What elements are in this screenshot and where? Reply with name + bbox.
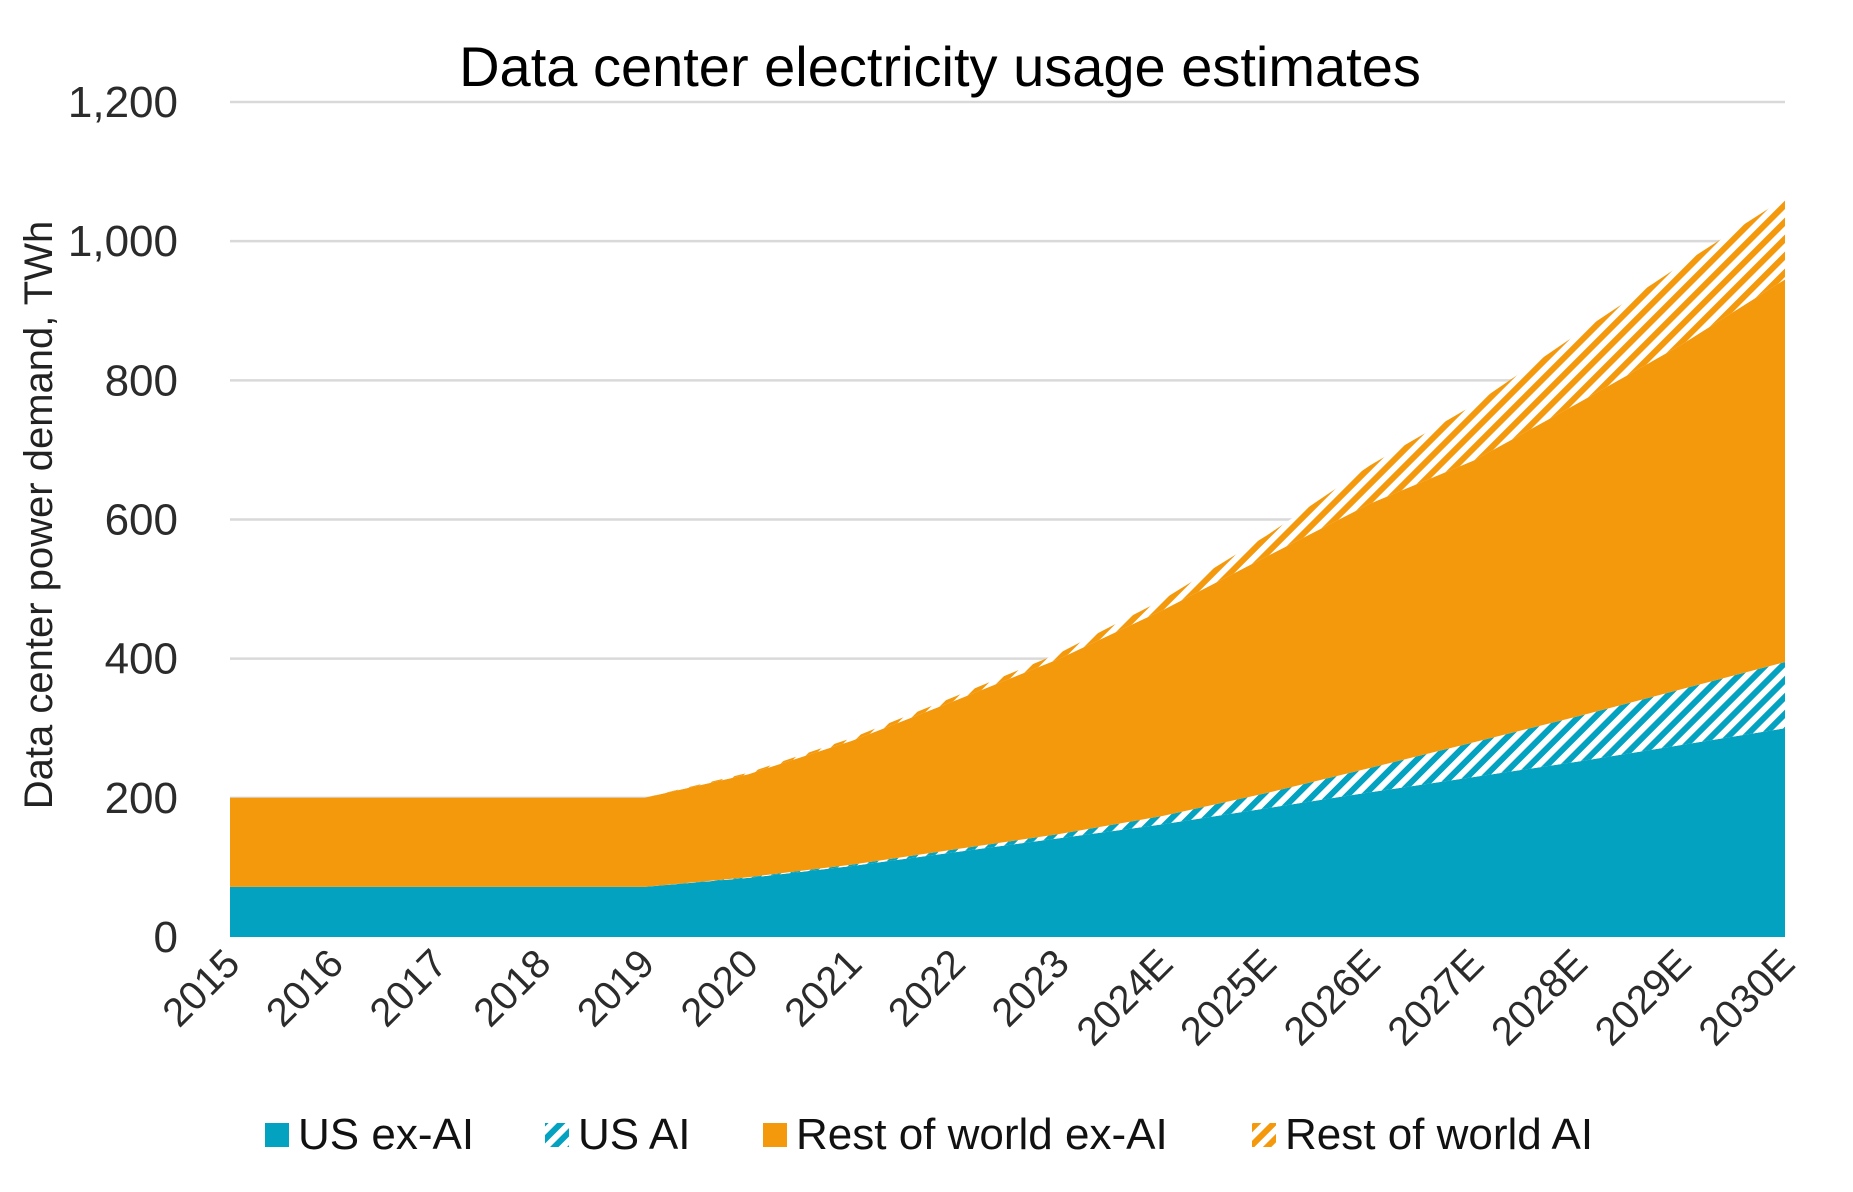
x-tick-label: 2020	[673, 941, 767, 1035]
x-tick-label: 2021	[776, 941, 870, 1035]
x-tick-label: 2017	[362, 941, 456, 1035]
x-tick-label: 2019	[569, 941, 663, 1035]
y-axis-ticks: 0 200 400 600 800 1,000 1,200	[68, 78, 178, 962]
y-tick-label: 0	[154, 913, 178, 962]
x-tick-label: 2030E	[1690, 941, 1803, 1054]
area-us-ex-ai	[230, 728, 1785, 937]
legend-label-us-ex-ai: US ex-AI	[298, 1110, 474, 1159]
area-rest-of-world-ai	[230, 198, 1785, 798]
legend: US ex-AI US AI Rest of world ex-AI Rest …	[265, 1110, 1593, 1159]
x-tick-label: 2016	[258, 941, 352, 1035]
area-rest-of-world-ex-ai	[230, 279, 1785, 887]
y-axis-label: Data center power demand, TWh	[17, 221, 61, 809]
stacked-areas	[230, 198, 1785, 937]
legend-swatch-row-ai	[1252, 1123, 1276, 1147]
x-tick-label: 2028E	[1483, 941, 1596, 1054]
x-tick-label: 2022	[880, 941, 974, 1035]
legend-swatch-row-ex-ai	[763, 1123, 787, 1147]
x-tick-label: 2026E	[1276, 941, 1389, 1054]
y-tick-label: 200	[105, 774, 178, 823]
x-tick-label: 2023	[984, 941, 1078, 1035]
x-tick-label: 2024E	[1068, 941, 1181, 1054]
y-tick-label: 1,200	[68, 78, 178, 127]
area-us-ai	[230, 662, 1785, 887]
legend-label-row-ex-ai: Rest of world ex-AI	[796, 1110, 1168, 1159]
x-axis-ticks: 2015 2016 2017 2018 2019 2020 2021 2022 20232024…	[154, 941, 1803, 1054]
y-tick-label: 600	[105, 496, 178, 545]
y-tick-label: 1,000	[68, 217, 178, 266]
x-tick-label: 2025E	[1172, 941, 1285, 1054]
legend-label-row-ai: Rest of world AI	[1285, 1110, 1593, 1159]
y-tick-label: 400	[105, 635, 178, 684]
x-tick-label: 2029E	[1587, 941, 1700, 1054]
x-tick-label: 2027E	[1379, 941, 1492, 1054]
legend-label-us-ai: US AI	[578, 1110, 691, 1159]
x-tick-label: 2018	[465, 941, 559, 1035]
chart-title: Data center electricity usage estimates	[459, 35, 1421, 98]
legend-swatch-us-ai	[545, 1123, 569, 1147]
legend-swatch-us-ex-ai	[265, 1123, 289, 1147]
y-tick-label: 800	[105, 356, 178, 405]
